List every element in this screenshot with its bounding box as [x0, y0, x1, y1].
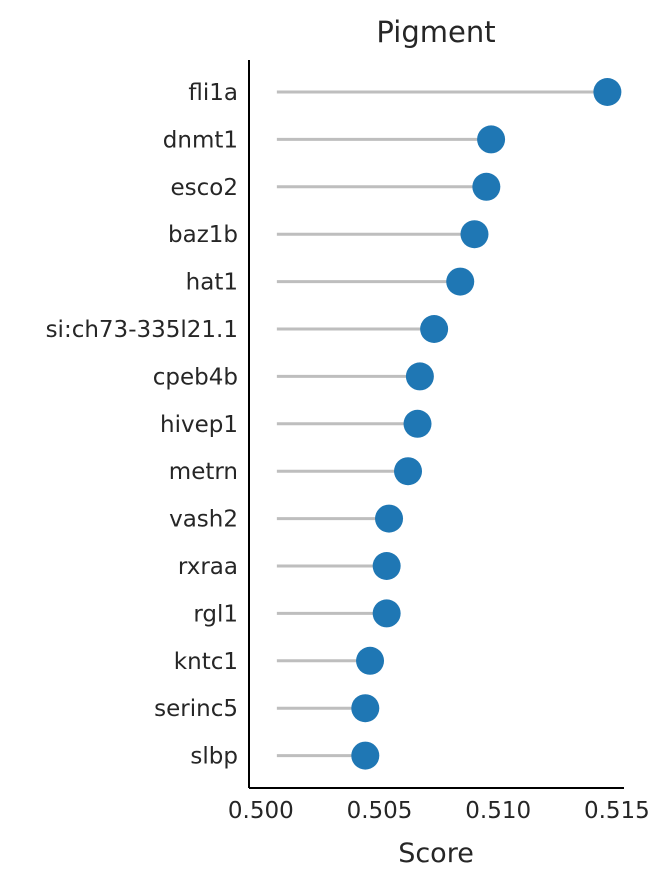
markers-layer: [351, 78, 622, 770]
marker-7: [403, 409, 432, 438]
y-tick-label-12: kntc1: [174, 649, 238, 675]
marker-11: [372, 599, 401, 628]
marker-12: [356, 646, 385, 675]
marker-1: [477, 125, 506, 154]
y-tick-label-2: esco2: [171, 175, 238, 201]
y-tick-label-6: cpeb4b: [153, 364, 238, 390]
y-tick-label-11: rgl1: [193, 601, 238, 627]
marker-5: [420, 315, 449, 343]
marker-9: [375, 504, 404, 533]
y-tick-label-4: hat1: [186, 270, 238, 296]
y-tick-label-13: serinc5: [154, 696, 238, 722]
y-tick-label-14: slbp: [190, 744, 238, 770]
y-tick-label-9: vash2: [169, 507, 238, 533]
marker-10: [372, 552, 401, 580]
y-tick-label-0: fli1a: [188, 80, 238, 106]
marker-14: [351, 741, 380, 770]
x-tick-label-3: 0.515: [584, 798, 650, 824]
marker-2: [472, 172, 501, 201]
x-tick-label-0: 0.500: [228, 798, 294, 824]
y-tick-label-10: rxraa: [178, 554, 238, 580]
y-tick-label-1: dnmt1: [163, 127, 238, 153]
marker-0: [593, 78, 622, 106]
y-tick-label-5: si:ch73-335l21.1: [46, 317, 238, 343]
x-tick-label-2: 0.510: [465, 798, 531, 824]
x-axis-label: Score: [398, 838, 474, 869]
marker-3: [460, 220, 489, 249]
y-tick-label-8: metrn: [169, 459, 238, 485]
marker-6: [405, 362, 434, 391]
stems-layer: [276, 90, 608, 758]
y-tick-labels: fli1a dnmt1 esco2 baz1b hat1 si:ch73-335l21.1…: [46, 80, 238, 770]
marker-13: [351, 694, 380, 723]
marker-4: [446, 267, 475, 296]
x-ticks: 0.500 0.505 0.510 0.515: [228, 798, 650, 824]
chart-title: Pigment: [376, 15, 495, 49]
y-tick-label-7: hivep1: [160, 412, 238, 438]
y-tick-label-3: baz1b: [168, 222, 238, 248]
x-tick-label-1: 0.505: [347, 798, 413, 824]
marker-8: [394, 457, 423, 486]
